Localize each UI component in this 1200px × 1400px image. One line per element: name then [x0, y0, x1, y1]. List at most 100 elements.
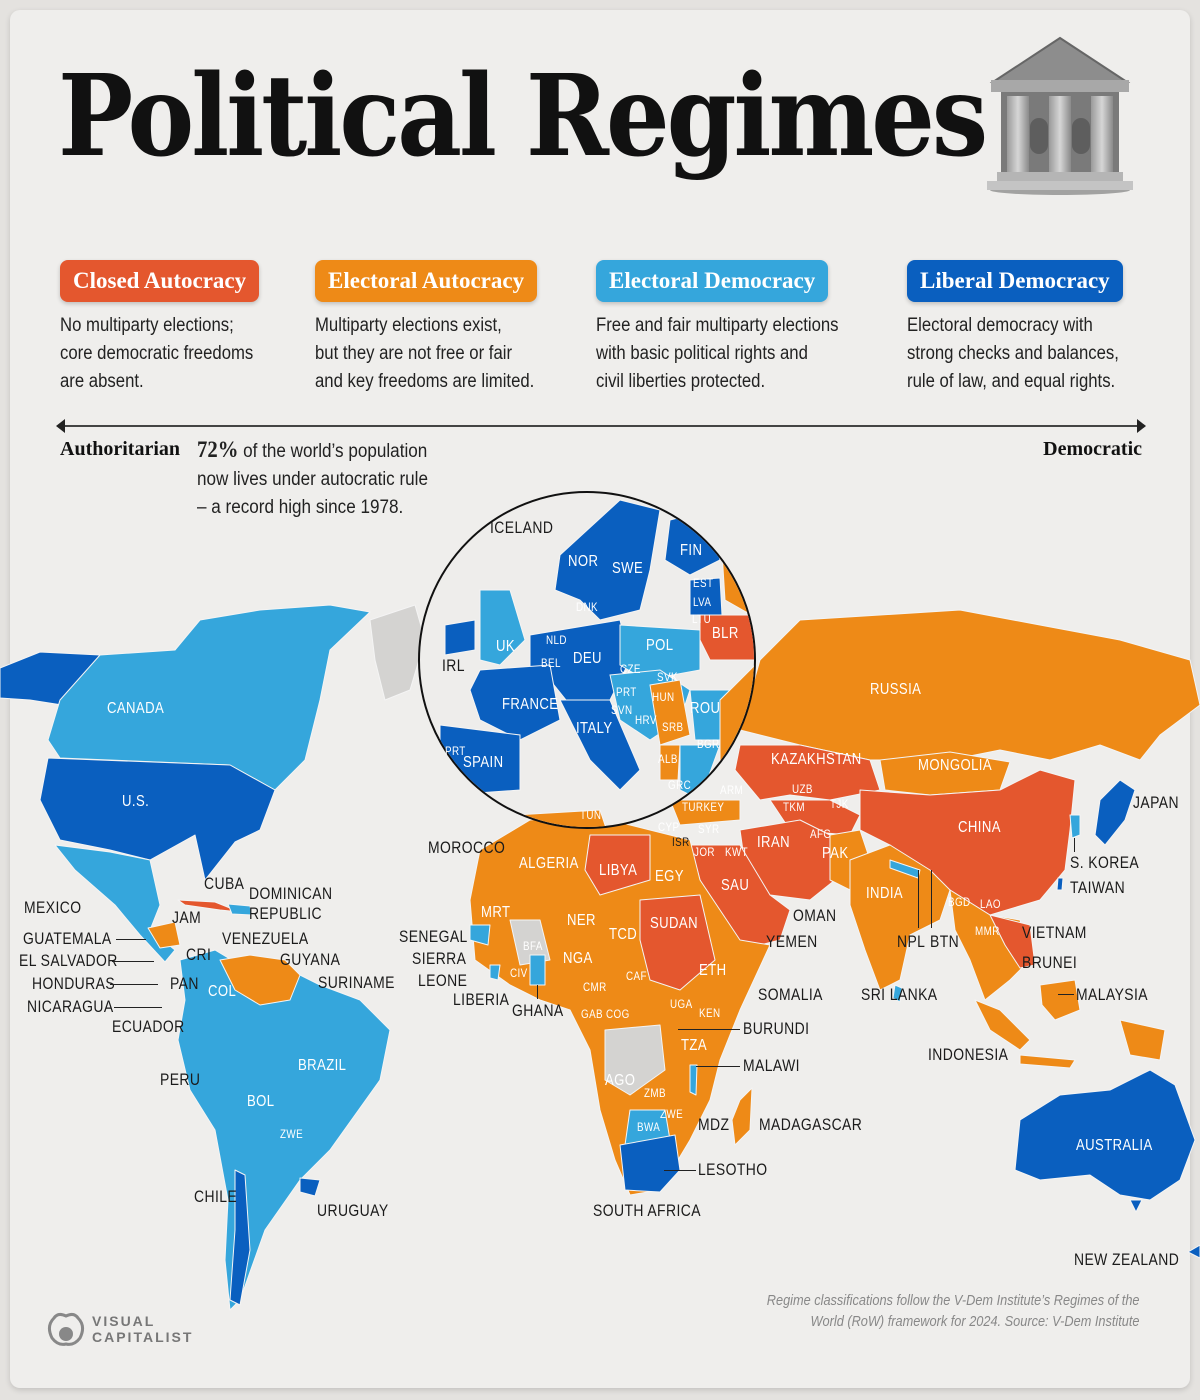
label-madagascar: MADAGASCAR — [759, 1115, 863, 1134]
label-oman: OMAN — [793, 906, 837, 925]
label-us: U.S. — [122, 793, 150, 810]
label-tjk: TJK — [830, 797, 849, 811]
label-mmr: MMR — [975, 924, 1000, 938]
label-taiwan: TAIWAN — [1070, 878, 1126, 897]
label-egy: EGY — [655, 868, 684, 885]
label-tcd: TCD — [609, 926, 638, 943]
label-nicaragua: NICARAGUA — [27, 997, 114, 1016]
label-irl: IRL — [442, 656, 465, 675]
label-guyana: GUYANA — [280, 950, 341, 969]
label-republic: REPUBLIC — [249, 904, 323, 923]
label-hun: HUN — [652, 690, 675, 704]
label-china: CHINA — [958, 819, 1001, 836]
label-gab: GAB — [581, 1007, 604, 1021]
label-suriname: SURINAME — [318, 973, 395, 992]
label-somalia: SOMALIA — [758, 985, 823, 1004]
label-alb: ALB — [658, 752, 678, 766]
label-ecuador: ECUADOR — [112, 1017, 185, 1036]
label-south-africa: SOUTH AFRICA — [593, 1201, 701, 1220]
label-mrt: MRT — [481, 904, 511, 921]
label-bfa: BFA — [523, 939, 543, 953]
label-bol: BOL — [247, 1093, 275, 1110]
label-lao: LAO — [980, 897, 1001, 911]
label-prt-austria: PRT — [616, 685, 637, 699]
label-pak: PAK — [822, 845, 849, 862]
label-kwt: KWT — [725, 845, 749, 859]
label-chile: CHILE — [194, 1187, 238, 1206]
label-nor: NOR — [568, 553, 599, 570]
label-sri-lanka: SRI LANKA — [861, 985, 938, 1004]
closed-autocracy-description: No multiparty elections; core democratic … — [60, 315, 254, 392]
legend-closed-autocracy: Closed Autocracy No multiparty elections… — [60, 260, 280, 396]
label-iceland: ICELAND — [490, 518, 554, 537]
label-caf: CAF — [626, 969, 647, 983]
label-sau: SAU — [721, 877, 750, 894]
label-algeria: ALGERIA — [519, 855, 579, 872]
label-isr: ISR — [672, 835, 690, 849]
electoral-democracy-description: Free and fair multiparty elections with b… — [596, 315, 839, 392]
label-col: COL — [208, 983, 237, 1000]
label-ago: AGO — [605, 1072, 636, 1089]
label-libya: LIBYA — [599, 862, 638, 879]
leader-line — [1074, 838, 1075, 852]
label-ken: KEN — [699, 1006, 721, 1020]
label-liberia: LIBERIA — [453, 990, 510, 1009]
label-iran: IRAN — [757, 834, 790, 851]
leader-line — [696, 1066, 740, 1067]
label-nld: NLD — [546, 633, 567, 647]
leader-line — [931, 870, 932, 928]
label-prt: PRT — [445, 744, 466, 758]
label-morocco: MOROCCO — [428, 838, 506, 857]
logo-icon — [47, 1312, 85, 1346]
label-burundi: BURUNDI — [743, 1019, 810, 1038]
axis-label-democratic: Democratic — [1043, 438, 1142, 460]
label-france: FRANCE — [502, 696, 559, 713]
label-italy: ITALY — [576, 720, 613, 737]
label-zwe-paraguay: ZWE — [280, 1127, 304, 1141]
label-brazil: BRAZIL — [298, 1057, 347, 1074]
label-new-zealand: NEW ZEALAND — [1074, 1250, 1180, 1269]
label-bgr: BGR — [697, 737, 720, 751]
leader-line — [114, 1007, 162, 1008]
leader-line — [116, 939, 146, 940]
leader-line — [112, 961, 154, 962]
label-ner: NER — [567, 912, 596, 929]
label-nga: NGA — [563, 950, 593, 967]
leader-line — [537, 985, 538, 999]
leader-line — [110, 984, 158, 985]
label-cze: CZE — [620, 662, 641, 676]
label-bel: BEL — [541, 656, 561, 670]
legend-liberal-democracy: Liberal Democracy Electoral democracy wi… — [907, 260, 1148, 396]
label-srb: SRB — [662, 720, 684, 734]
label-s-korea: S. KOREA — [1070, 853, 1140, 872]
label-senegal: SENEGAL — [399, 927, 468, 946]
label-turkey: TURKEY — [682, 800, 725, 814]
label-tun: TUN — [580, 808, 602, 822]
label-canada: CANADA — [107, 700, 165, 717]
label-cyp: CYP — [658, 820, 680, 834]
label-lesotho: LESOTHO — [698, 1160, 768, 1179]
label-uga: UGA — [670, 997, 693, 1011]
label-russia: RUSSIA — [870, 681, 922, 698]
leader-line — [1058, 994, 1074, 995]
label-vietnam: VIETNAM — [1022, 923, 1087, 942]
label-malaysia: MALAYSIA — [1076, 985, 1148, 1004]
label-brunei: BRUNEI — [1022, 953, 1078, 972]
label-mexico: MEXICO — [24, 898, 82, 917]
label-pan: PAN — [170, 974, 199, 993]
label-syr: SYR — [698, 822, 720, 836]
label-uk: UK — [496, 638, 516, 655]
liberal-democracy-badge: Liberal Democracy — [907, 260, 1123, 302]
label-lva: LVA — [693, 595, 712, 609]
label-jor: JOR — [694, 845, 715, 859]
label-swe: SWE — [612, 560, 644, 577]
label-fin: FIN — [680, 542, 703, 559]
page-title: Political Regimes — [58, 49, 988, 183]
label-ltu: LTU — [692, 612, 712, 626]
label-sudan: SUDAN — [650, 915, 698, 932]
label-tkm: TKM — [783, 800, 806, 814]
leader-line — [678, 1029, 740, 1030]
label-jam: JAM — [172, 908, 202, 927]
government-building-icon — [987, 36, 1133, 195]
label-peru: PERU — [160, 1070, 201, 1089]
